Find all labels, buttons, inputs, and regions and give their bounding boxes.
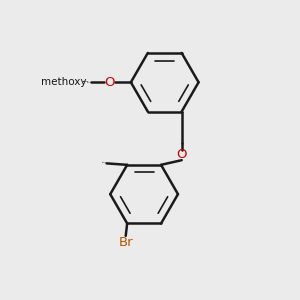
Text: methoxy: methoxy	[41, 77, 87, 87]
Text: O: O	[176, 148, 187, 161]
Text: methoxy: methoxy	[83, 80, 89, 82]
Text: Br: Br	[118, 236, 133, 249]
Text: methoxy: methoxy	[87, 82, 93, 83]
Text: methyl: methyl	[102, 162, 106, 164]
Text: methoxy: methoxy	[82, 81, 89, 82]
Text: O: O	[104, 76, 115, 89]
